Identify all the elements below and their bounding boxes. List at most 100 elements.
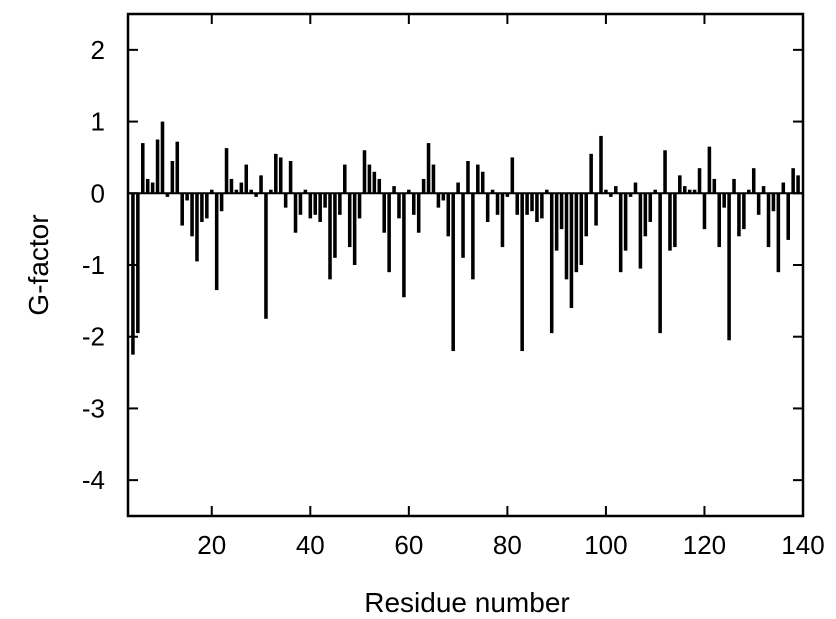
bar-residue-77 — [490, 189, 495, 194]
bar-residue-114 — [673, 193, 677, 248]
bar-residue-36 — [288, 161, 293, 194]
bar-residue-126 — [732, 178, 736, 194]
bar-residue-80 — [505, 193, 510, 197]
bar-residue-90 — [554, 193, 559, 251]
bar-residue-57 — [392, 186, 396, 194]
bar-residue-92 — [564, 193, 569, 280]
x-tick-label-40: 40 — [296, 530, 325, 560]
y-axis-label: G-factor — [23, 214, 54, 315]
bar-residue-32 — [269, 189, 273, 194]
bar-residue-94 — [574, 193, 579, 273]
bar-residue-16 — [190, 193, 194, 237]
bar-residue-101 — [609, 193, 613, 197]
bar-residue-52 — [367, 164, 372, 194]
bars-group — [131, 121, 800, 355]
bar-residue-119 — [697, 168, 702, 194]
bar-residue-47 — [343, 164, 347, 194]
bar-residue-50 — [357, 193, 362, 219]
bar-residue-31 — [264, 193, 268, 319]
bar-residue-102 — [614, 186, 618, 194]
bar-residue-62 — [416, 193, 421, 233]
bar-residue-41 — [313, 193, 317, 215]
bar-residue-136 — [781, 182, 786, 194]
bar-residue-108 — [643, 193, 648, 237]
plot-frame — [126, 12, 805, 518]
bar-residue-56 — [387, 193, 391, 273]
bar-residue-42 — [318, 193, 322, 222]
bar-residue-14 — [180, 193, 184, 226]
bar-residue-63 — [421, 178, 426, 194]
bar-residue-26 — [239, 182, 244, 194]
bar-residue-79 — [500, 193, 505, 248]
ticks-group — [128, 14, 804, 516]
bar-residue-44 — [328, 193, 332, 280]
bar-residue-71 — [461, 193, 465, 258]
x-tick-label-120: 120 — [683, 530, 726, 560]
bar-residue-93 — [569, 193, 574, 309]
bar-residue-59 — [402, 193, 406, 298]
bar-residue-34 — [278, 157, 283, 194]
bar-residue-127 — [737, 193, 741, 237]
bar-residue-55 — [382, 193, 386, 233]
bar-residue-138 — [791, 168, 795, 194]
bar-residue-13 — [175, 141, 180, 194]
bar-residue-85 — [530, 193, 534, 212]
bar-residue-81 — [510, 157, 515, 194]
x-tick-label-100: 100 — [584, 530, 627, 560]
bar-residue-17 — [195, 193, 199, 262]
bar-residue-116 — [682, 186, 687, 194]
bar-residue-18 — [200, 193, 204, 222]
bar-residue-123 — [717, 193, 722, 248]
bar-residue-5 — [136, 193, 140, 334]
bar-residue-98 — [594, 193, 598, 226]
bar-residue-129 — [747, 189, 751, 194]
bar-residue-38 — [298, 193, 303, 215]
bar-residue-87 — [540, 193, 544, 219]
bar-residue-73 — [471, 193, 475, 280]
x-tick-label-80: 80 — [493, 530, 522, 560]
bar-residue-84 — [525, 193, 529, 215]
bar-residue-118 — [692, 189, 697, 194]
bar-residue-106 — [633, 182, 638, 194]
bar-residue-105 — [628, 193, 633, 197]
bar-residue-66 — [436, 193, 441, 208]
bar-residue-43 — [323, 193, 327, 208]
bar-residue-110 — [653, 189, 657, 194]
bar-residue-49 — [352, 193, 357, 265]
bar-residue-61 — [411, 193, 416, 215]
bar-residue-64 — [426, 143, 431, 194]
y-tick-label-1: 1 — [91, 107, 105, 137]
bar-residue-7 — [145, 178, 150, 194]
bar-residue-104 — [623, 193, 628, 251]
x-tick-label-20: 20 — [197, 530, 226, 560]
bar-residue-37 — [293, 193, 298, 233]
bar-residue-125 — [727, 193, 731, 341]
bar-residue-103 — [618, 193, 623, 273]
bar-residue-8 — [150, 182, 155, 194]
bar-residue-65 — [431, 164, 436, 194]
bar-residue-86 — [535, 193, 539, 222]
bar-residue-33 — [274, 153, 278, 194]
bar-residue-83 — [520, 193, 524, 352]
bar-residue-51 — [362, 150, 367, 194]
y-tick-label--2: -2 — [82, 322, 105, 352]
bar-residue-132 — [761, 186, 766, 194]
bar-residue-134 — [771, 193, 776, 212]
bar-residue-89 — [549, 193, 554, 334]
y-tick-label--3: -3 — [82, 393, 105, 423]
x-tick-label-140: 140 — [781, 530, 824, 560]
bar-residue-68 — [446, 193, 451, 237]
bar-residue-97 — [589, 153, 593, 194]
x-tick-label-60: 60 — [394, 530, 423, 560]
bar-residue-122 — [712, 178, 717, 194]
bar-residue-45 — [333, 193, 337, 258]
bar-residue-131 — [756, 193, 761, 215]
bar-residue-39 — [303, 189, 308, 194]
bar-residue-70 — [456, 182, 460, 194]
bar-residue-100 — [604, 189, 608, 194]
bar-residue-48 — [347, 193, 352, 248]
bar-residue-137 — [786, 193, 790, 240]
bar-residue-60 — [407, 189, 411, 194]
bar-residue-75 — [480, 171, 485, 194]
